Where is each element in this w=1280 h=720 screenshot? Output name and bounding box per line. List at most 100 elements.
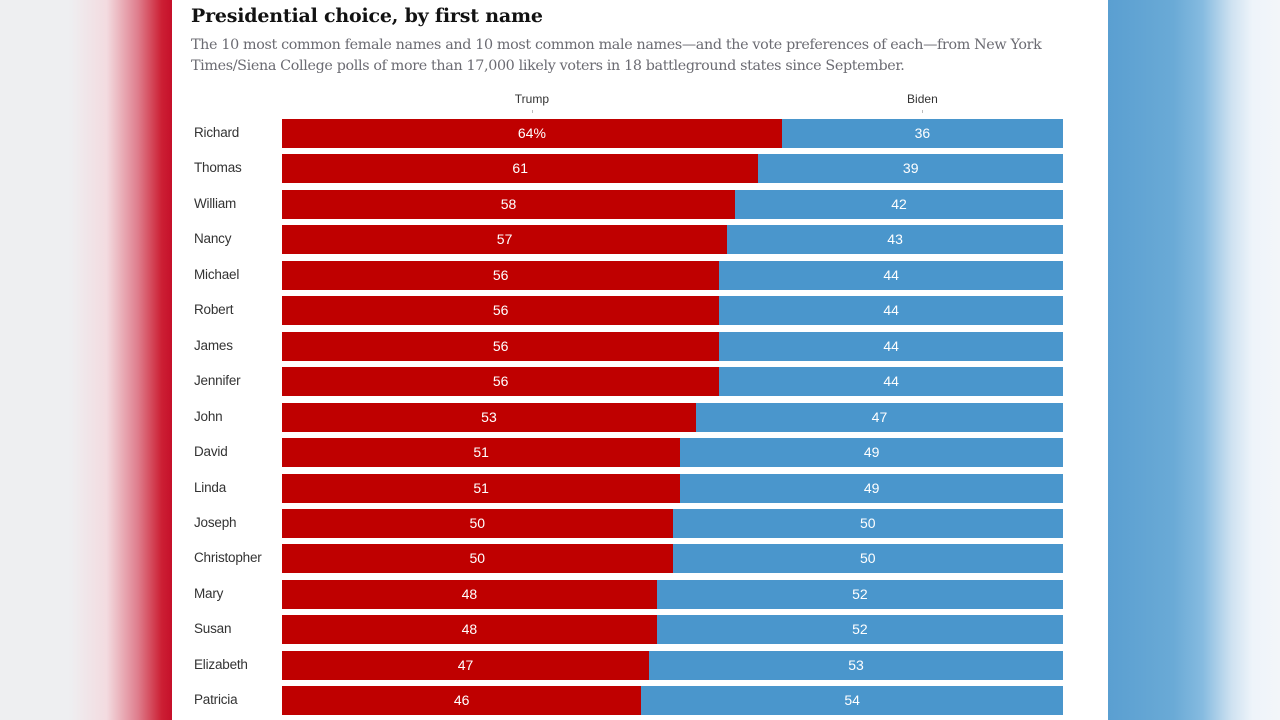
data-label-biden: 49 (863, 444, 880, 461)
bar-trump (282, 686, 642, 716)
category-label: Mary (194, 585, 224, 601)
data-label-trump: 57 (496, 231, 513, 248)
bar-row-jennifer: Jennifer 56 44 (172, 367, 1063, 397)
data-label-trump: 64% (517, 125, 546, 141)
data-label-biden: 47 (871, 408, 888, 425)
bar-row-christopher: Christopher 50 50 (172, 544, 1063, 574)
data-label-biden: 53 (848, 656, 864, 673)
bar-biden (719, 367, 1063, 397)
bar-row-patricia: Patricia 46 54 (172, 686, 1063, 716)
category-label: Patricia (194, 692, 238, 708)
bar-trump (282, 119, 782, 148)
data-label-trump: 51 (473, 444, 489, 461)
bar-row-william: William 58 42 (172, 189, 1063, 219)
data-label-biden: 50 (859, 550, 876, 567)
category-label: John (194, 408, 223, 424)
bar-row-elizabeth: Elizabeth 47 53 (172, 650, 1063, 680)
bar-row-joseph: Joseph 50 50 (172, 508, 1063, 538)
bar-trump (282, 189, 735, 219)
bar-trump (282, 473, 681, 503)
category-label: William (194, 195, 237, 211)
bar-biden (758, 154, 1063, 184)
data-label-trump: 48 (461, 621, 478, 638)
data-label-trump: 56 (492, 337, 509, 354)
bar-biden (641, 686, 1063, 716)
category-label: Joseph (194, 514, 237, 530)
category-label: Susan (194, 621, 232, 637)
data-label-trump: 50 (469, 550, 486, 567)
bar-biden (680, 438, 1063, 468)
bar-trump (282, 508, 673, 538)
bar-row-michael: Michael 56 44 (172, 260, 1063, 290)
bar-row-thomas: Thomas 61 39 (172, 154, 1063, 184)
data-label-trump: 56 (492, 302, 509, 319)
bar-biden (695, 402, 1063, 432)
bar-biden (734, 189, 1063, 219)
category-label: David (194, 444, 228, 460)
legend-biden: Biden (907, 92, 938, 106)
category-label: Michael (194, 266, 240, 282)
bar-row-james: James 56 44 (172, 331, 1063, 361)
bar-row-richard: Richard 64% 36 (172, 119, 1063, 148)
bar-row-john: John 53 47 (172, 402, 1063, 432)
data-label-biden: 44 (883, 337, 899, 354)
data-label-trump: 48 (461, 585, 478, 602)
data-label-biden: 43 (887, 231, 903, 248)
data-label-biden: 44 (883, 373, 899, 390)
data-label-biden: 44 (883, 266, 899, 283)
bar-trump (282, 615, 657, 645)
bar-biden (672, 544, 1063, 574)
bar-trump (282, 402, 696, 432)
bar-trump (282, 438, 681, 468)
data-label-trump: 58 (500, 195, 517, 212)
data-label-trump: 56 (492, 373, 509, 390)
data-label-biden: 54 (844, 692, 860, 709)
category-label: Jennifer (194, 373, 241, 389)
bar-biden (649, 650, 1063, 680)
data-label-biden: 49 (863, 479, 880, 496)
legend-trump: Trump (514, 92, 550, 106)
background-blue-gradient (1108, 0, 1280, 720)
bar-biden (719, 331, 1063, 361)
bar-biden (781, 119, 1063, 148)
data-label-biden: 39 (902, 160, 919, 177)
category-label: Nancy (194, 231, 232, 247)
bar-trump (282, 544, 673, 574)
bar-trump (282, 331, 720, 361)
data-label-trump: 53 (481, 408, 497, 425)
bar-trump (282, 154, 759, 184)
data-label-trump: 51 (473, 479, 489, 496)
bar-trump (282, 296, 720, 326)
category-label: Christopher (194, 550, 262, 566)
bar-biden (727, 225, 1063, 255)
bar-row-susan: Susan 48 52 (172, 615, 1063, 645)
bar-biden (656, 615, 1063, 645)
chart-title: Presidential choice, by first name (191, 5, 543, 27)
category-label: James (194, 337, 233, 353)
data-label-biden: 50 (859, 514, 876, 531)
bar-biden (656, 579, 1063, 609)
category-label: Thomas (194, 160, 242, 176)
background-red-gradient (0, 0, 172, 720)
category-label: Linda (194, 479, 227, 495)
data-label-biden: 44 (883, 302, 899, 319)
bar-trump (282, 650, 650, 680)
bar-trump (282, 260, 720, 290)
bar-trump (282, 367, 720, 397)
bar-trump (282, 225, 728, 255)
data-label-trump: 46 (453, 692, 470, 709)
bar-biden (680, 473, 1063, 503)
chart-subtitle: The 10 most common female names and 10 m… (191, 37, 1042, 74)
bar-biden (672, 508, 1063, 538)
bar-trump (282, 579, 657, 609)
chart-panel: Presidential choice, by first name The 1… (172, 0, 1108, 720)
data-label-trump: 50 (469, 514, 486, 531)
data-label-trump: 61 (512, 160, 528, 177)
bar-row-linda: Linda 51 49 (172, 473, 1063, 503)
category-label: Elizabeth (194, 656, 248, 672)
data-label-trump: 47 (457, 656, 474, 673)
bar-biden (719, 296, 1063, 326)
bar-row-david: David 51 49 (172, 438, 1063, 468)
legend-biden-tick (922, 110, 924, 113)
data-label-trump: 56 (492, 266, 509, 283)
